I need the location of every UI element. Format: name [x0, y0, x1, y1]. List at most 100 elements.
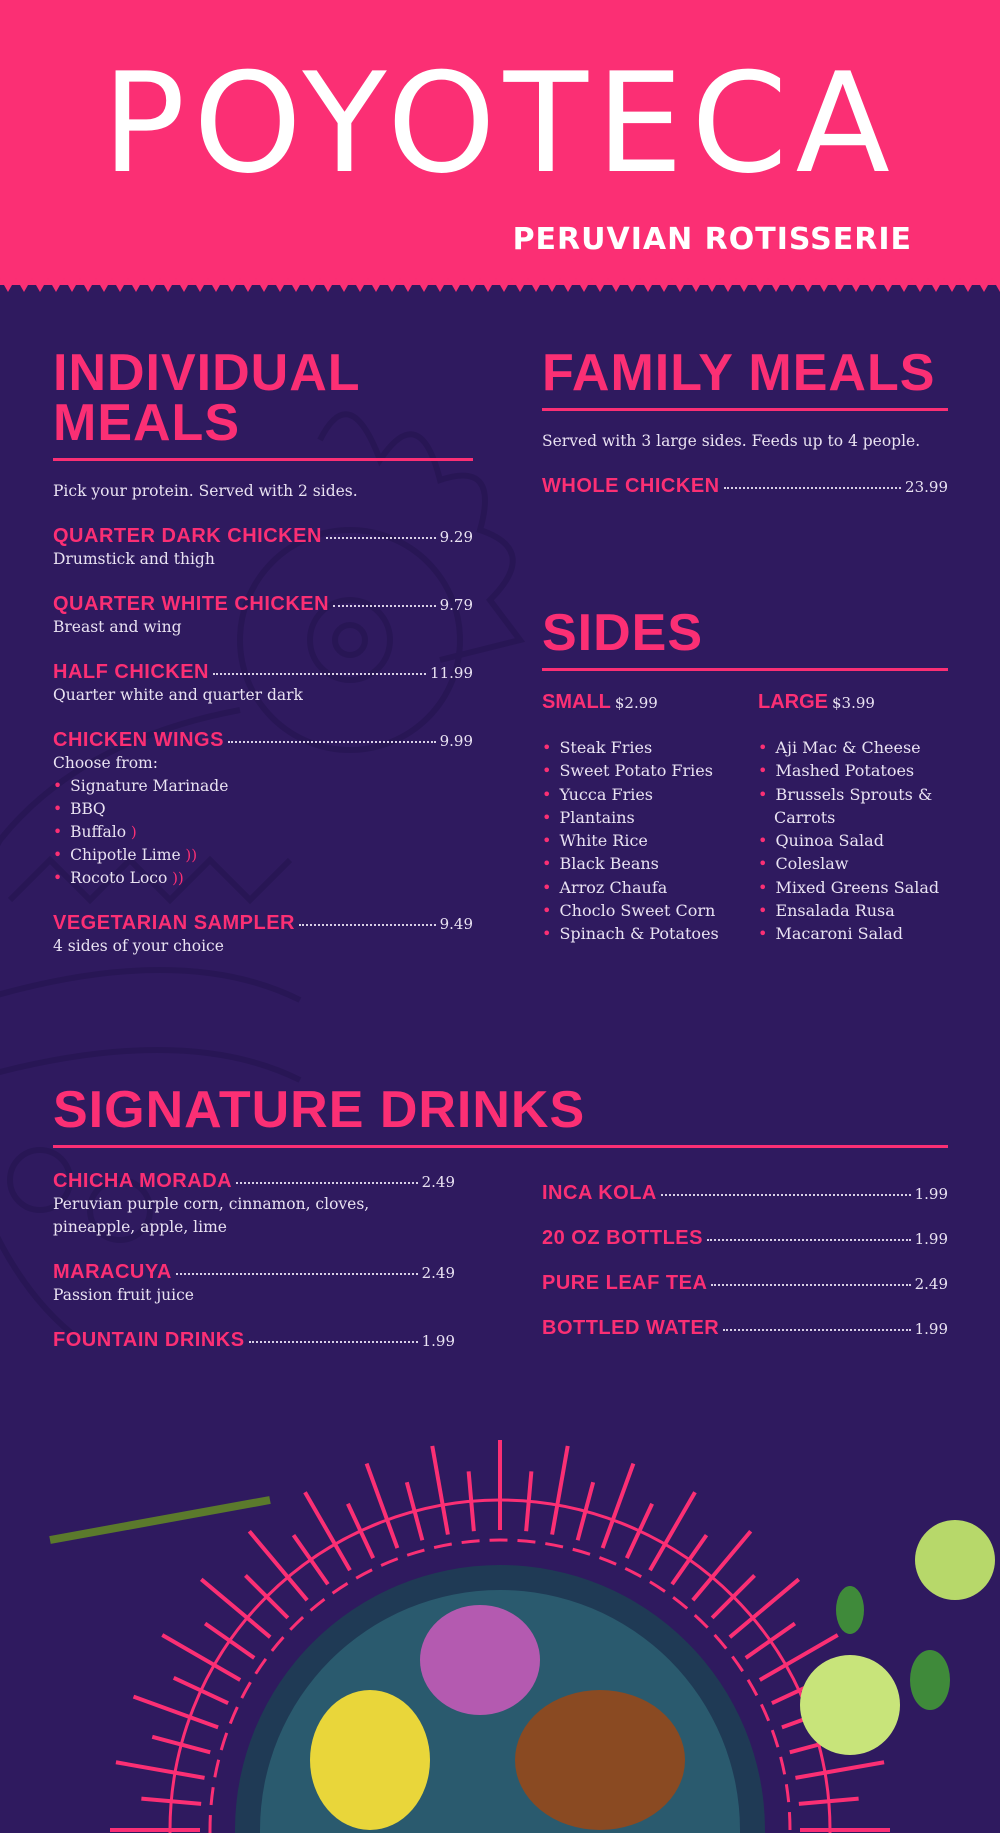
- section-title: SIGNATURE DRINKS: [53, 1081, 586, 1139]
- side-item: Choclo Sweet Corn: [542, 899, 758, 922]
- family-meals-section: FAMILY MEALS Served with 3 large sides. …: [542, 344, 948, 498]
- item-price: 9.79: [439, 596, 473, 614]
- item-name: WHOLE CHICKEN: [542, 475, 720, 497]
- dot-leader: [325, 537, 436, 539]
- side-item: Plantains: [542, 806, 758, 829]
- decorative-ray: [795, 1760, 885, 1780]
- section-title: SIDES: [542, 604, 704, 662]
- item-row: PURE LEAF TEA 2.49: [542, 1272, 948, 1295]
- option-item: Signature Marinade: [53, 775, 473, 798]
- menu-item: MARACUYA 2.49 Passion fruit juice: [53, 1261, 455, 1307]
- menu-item: QUARTER DARK CHICKEN 9.29 Drumstick and th…: [53, 525, 473, 571]
- item-price: 23.99: [905, 478, 948, 496]
- dot-leader: [298, 924, 436, 926]
- section-title: FAMILY MEALS: [542, 344, 936, 402]
- option-item: Rocoto Loco )): [53, 867, 473, 890]
- brand-logo: POYOTECA: [102, 43, 898, 204]
- item-name: VEGETARIAN SAMPLER: [53, 912, 295, 934]
- large-sides-column: LARGE$3.99 Aji Mac & CheeseMashed Potato…: [758, 691, 948, 946]
- header-banner: POYOTECA PERUVIAN ROTISSERIE: [0, 0, 1000, 285]
- sides-section: SIDES SMALL$2.99 Steak FriesSweet Potato…: [542, 604, 948, 946]
- divider: [53, 1145, 948, 1148]
- option-label: Buffalo: [70, 823, 127, 841]
- lime-wedge: [915, 1520, 995, 1600]
- item-row: FOUNTAIN DRINKS 1.99: [53, 1329, 455, 1352]
- divider: [53, 458, 473, 461]
- side-item: Arroz Chaufa: [542, 876, 758, 899]
- side-item: Spinach & Potatoes: [542, 922, 758, 945]
- menu-item: CHICKEN WINGS 9.99 Choose from: Signature M…: [53, 729, 473, 890]
- item-name: INCA KOLA: [542, 1182, 657, 1204]
- signature-drinks-section: SIGNATURE DRINKS CHICHA MORADA 2.49 Peruvi…: [53, 1081, 948, 1352]
- item-price: 1.99: [914, 1185, 948, 1203]
- item-description: 4 sides of your choice: [53, 937, 224, 955]
- dot-leader: [706, 1239, 911, 1241]
- item-price: 2.49: [421, 1173, 455, 1191]
- decorative-ray: [430, 1445, 450, 1535]
- chili-pepper-icon: ): [126, 823, 137, 841]
- brand-tagline: PERUVIAN ROTISSERIE: [512, 222, 912, 257]
- item-description: Quarter white and quarter dark: [53, 686, 303, 704]
- item-name: 20 OZ BOTTLES: [542, 1227, 703, 1249]
- large-label: LARGE: [758, 691, 828, 713]
- side-item: Macaroni Salad: [758, 922, 948, 945]
- option-label: Chipotle Lime: [70, 846, 181, 864]
- section-intro: Pick your protein. Served with 2 sides.: [53, 482, 358, 500]
- decorative-ray: [648, 1491, 697, 1572]
- side-item: Quinoa Salad: [758, 829, 948, 852]
- dot-leader: [723, 487, 902, 489]
- side-item: Mixed Greens Salad: [758, 876, 948, 899]
- decorative-ring: [208, 1538, 792, 1833]
- item-name: PURE LEAF TEA: [542, 1272, 708, 1294]
- menu-item: 20 OZ BOTTLES 1.99: [542, 1227, 948, 1250]
- item-price: 2.49: [914, 1275, 948, 1293]
- dot-leader: [333, 605, 436, 607]
- menu-item: CHICHA MORADA 2.49 Peruvian purple corn, c…: [53, 1170, 455, 1239]
- dot-leader: [175, 1273, 418, 1275]
- option-label: BBQ: [70, 800, 106, 818]
- side-item: Aji Mac & Cheese: [758, 736, 948, 759]
- lime-half: [800, 1655, 900, 1755]
- menu-item: BOTTLED WATER 1.99: [542, 1317, 948, 1340]
- item-name: CHICKEN WINGS: [53, 729, 224, 751]
- purple-salad: [420, 1605, 540, 1715]
- item-price: 1.99: [914, 1320, 948, 1338]
- individual-meals-section: INDIVIDUAL MEALS Pick your protein. Serv…: [53, 347, 473, 958]
- thyme-sprig: [49, 1496, 271, 1544]
- decorative-ray: [364, 1462, 400, 1549]
- side-item: Brussels Sprouts & Carrots: [758, 783, 948, 830]
- side-item: Coleslaw: [758, 852, 948, 875]
- option-list: Signature Marinade BBQ Buffalo ) Chipotle L…: [53, 775, 473, 890]
- item-name: BOTTLED WATER: [542, 1317, 720, 1339]
- small-price: $2.99: [614, 694, 658, 712]
- item-name: QUARTER WHITE CHICKEN: [53, 593, 330, 615]
- decorative-ray: [728, 1577, 801, 1639]
- dot-leader: [248, 1341, 418, 1343]
- side-item: Black Beans: [542, 852, 758, 875]
- option-label: Rocoto Loco: [70, 869, 168, 887]
- item-description: Breast and wing: [53, 618, 182, 636]
- item-row: 20 OZ BOTTLES 1.99: [542, 1227, 948, 1250]
- dot-leader: [711, 1284, 911, 1286]
- item-name: HALF CHICKEN: [53, 661, 209, 683]
- item-row: MARACUYA 2.49: [53, 1261, 455, 1284]
- decorative-ray: [247, 1529, 309, 1602]
- option-item: Buffalo ): [53, 821, 473, 844]
- menu-item: HALF CHICKEN 11.99 Quarter white and quart…: [53, 661, 473, 707]
- basil-leaf: [910, 1650, 950, 1710]
- item-description: Peruvian purple corn, cinnamon, cloves, …: [53, 1195, 370, 1236]
- small-sides-column: SMALL$2.99 Steak FriesSweet Potato Fries…: [542, 691, 758, 946]
- option-item: BBQ: [53, 798, 473, 821]
- item-row: BOTTLED WATER 1.99: [542, 1317, 948, 1340]
- menu-item: VEGETARIAN SAMPLER 9.49 4 sides of your ch…: [53, 912, 473, 958]
- item-row: CHICHA MORADA 2.49: [53, 1170, 455, 1193]
- decorative-ray: [691, 1529, 753, 1602]
- side-item: White Rice: [542, 829, 758, 852]
- item-name: CHICHA MORADA: [53, 1170, 233, 1192]
- side-item: Ensalada Rusa: [758, 899, 948, 922]
- side-item: Steak Fries: [542, 736, 758, 759]
- side-item: Yucca Fries: [542, 783, 758, 806]
- small-label: SMALL: [542, 691, 611, 713]
- decorative-ray: [132, 1694, 219, 1730]
- item-price: 2.49: [421, 1264, 455, 1282]
